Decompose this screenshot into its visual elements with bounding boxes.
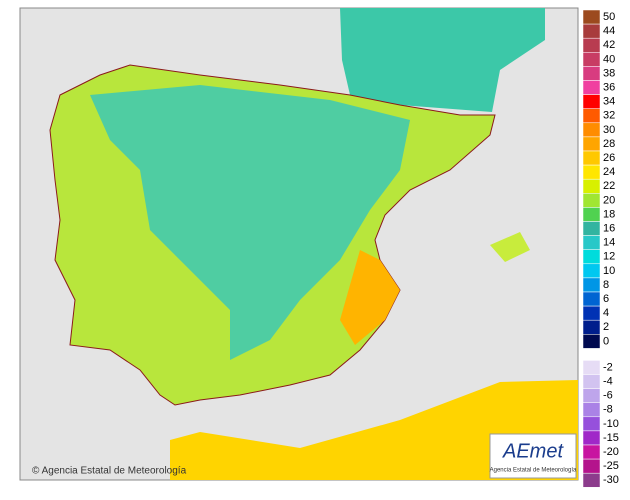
legend-swatch <box>582 444 601 460</box>
legend-label: 8 <box>603 279 609 291</box>
legend-label: 6 <box>603 293 609 305</box>
legend-swatch <box>582 472 601 488</box>
legend-swatch <box>582 9 601 25</box>
legend-label: 42 <box>603 39 615 51</box>
logo-box <box>489 433 577 479</box>
legend-label: 40 <box>603 53 615 65</box>
legend-label: 24 <box>603 166 615 178</box>
legend-swatch <box>582 305 601 321</box>
legend-swatch <box>582 52 601 67</box>
mallorca <box>490 232 530 262</box>
legend-label: -15 <box>603 432 619 444</box>
legend-swatch <box>582 23 601 39</box>
legend-swatch <box>582 277 601 293</box>
legend-swatch <box>582 263 601 279</box>
logo-subtitle: Agencia Estatal de Meteorología <box>490 468 577 474</box>
legend-label: 28 <box>603 138 615 150</box>
legend-label: -4 <box>603 375 613 387</box>
legend-label: 32 <box>603 110 615 122</box>
legend-label: 18 <box>603 208 615 220</box>
legend-label: 30 <box>603 124 615 136</box>
legend-swatch <box>582 319 601 335</box>
legend-label: 20 <box>603 194 615 206</box>
legend-swatch <box>582 249 601 265</box>
legend-label: 12 <box>603 251 615 263</box>
legend-swatch <box>582 291 601 307</box>
legend-swatch <box>582 402 601 418</box>
legend-label: -10 <box>603 418 619 430</box>
legend-swatch <box>582 458 601 474</box>
legend-swatch <box>582 94 601 109</box>
legend-label: -25 <box>603 460 619 472</box>
cool-interior <box>90 85 410 360</box>
legend-label: 36 <box>603 81 615 93</box>
legend-swatch <box>582 334 601 349</box>
legend-swatch <box>582 193 601 208</box>
legend-label: -20 <box>603 446 619 458</box>
legend-swatch <box>582 178 601 194</box>
legend-swatch <box>582 221 601 236</box>
legend-swatch <box>582 388 601 403</box>
legend-label: 16 <box>603 222 615 234</box>
legend-label: 2 <box>603 321 609 333</box>
legend-swatch <box>582 37 601 53</box>
legend-swatch <box>582 416 601 432</box>
legend-swatch <box>582 164 601 180</box>
legend-swatch <box>582 136 601 152</box>
legend-label: 34 <box>603 96 615 108</box>
africa <box>170 380 578 480</box>
legend-label: 0 <box>603 335 609 347</box>
legend-label: 10 <box>603 265 615 277</box>
copyright: © Agencia Estatal de Meteorología <box>32 466 187 477</box>
legend-label: 4 <box>603 307 609 319</box>
legend-label: -2 <box>603 361 613 373</box>
legend-swatch <box>582 374 601 389</box>
legend-swatch <box>582 207 601 222</box>
legend-swatch <box>582 360 601 375</box>
legend-label: 38 <box>603 67 615 79</box>
legend-swatch <box>582 150 601 166</box>
warm-coast <box>340 250 400 345</box>
legend-swatch <box>582 80 601 95</box>
legend-label: -8 <box>603 404 613 416</box>
legend-label: 44 <box>603 25 615 37</box>
legend-swatch <box>582 108 601 124</box>
legend-swatch <box>582 235 601 250</box>
legend-swatch <box>582 430 601 446</box>
legend-label: 22 <box>603 180 615 192</box>
legend-label: 14 <box>603 237 615 249</box>
legend-label: -6 <box>603 390 613 402</box>
legend-label: 26 <box>603 152 615 164</box>
legend-label: -30 <box>603 474 619 486</box>
legend-swatch <box>582 66 601 81</box>
france <box>340 8 545 112</box>
legend-swatch <box>582 122 601 138</box>
legend-label: 50 <box>603 11 615 23</box>
logo: AEmet <box>502 440 564 462</box>
